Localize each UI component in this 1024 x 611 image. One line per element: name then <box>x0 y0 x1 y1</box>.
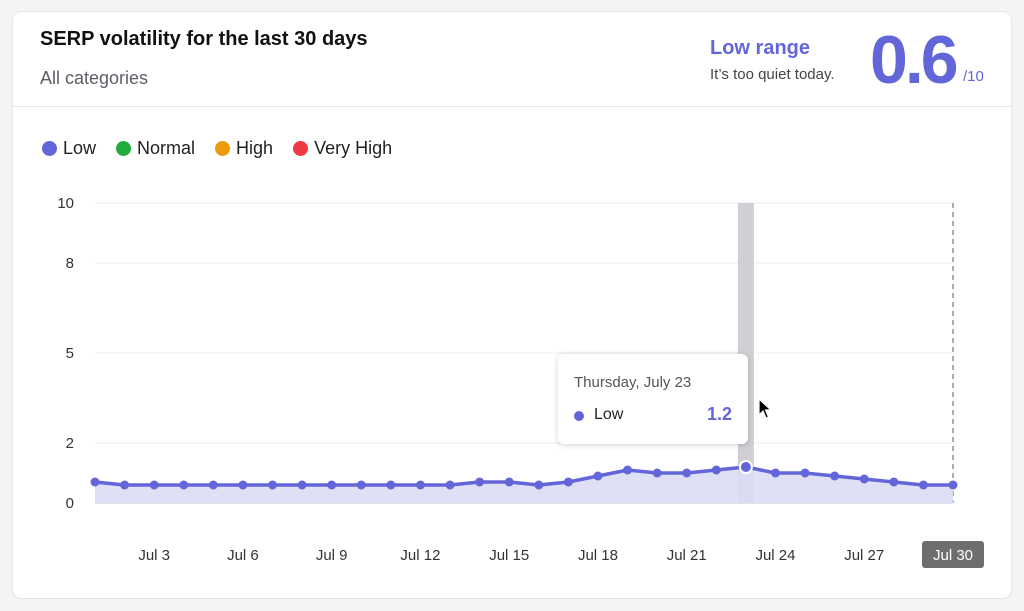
data-point-day-22 <box>711 465 721 475</box>
data-point-day-24 <box>770 468 780 478</box>
score-max: /10 <box>963 68 984 85</box>
x-tick-label-current: Jul 30 <box>933 547 973 564</box>
data-point-day-19 <box>623 465 633 475</box>
data-point-day-13 <box>445 480 455 490</box>
data-point-day-4 <box>179 480 189 490</box>
x-tick-label: Jul 27 <box>844 547 884 564</box>
y-tick-label-5: 5 <box>66 345 74 362</box>
y-tick-label-10: 10 <box>57 195 74 212</box>
x-tick-label: Jul 3 <box>138 547 170 564</box>
data-point-day-11 <box>386 480 396 490</box>
volatility-card: SERP volatility for the last 30 days All… <box>13 12 1011 598</box>
data-point-day-27 <box>859 474 869 484</box>
x-tick-label: Jul 6 <box>227 547 259 564</box>
data-point-day-18 <box>593 471 603 481</box>
category-selector[interactable]: All categories <box>40 68 149 88</box>
mouse-pointer-icon <box>758 398 772 419</box>
hover-highlight-band <box>737 203 754 503</box>
data-point-day-10 <box>356 480 366 490</box>
data-point-day-25 <box>800 468 810 478</box>
data-point-day-6 <box>238 480 248 490</box>
x-tick-current-badge <box>922 541 984 568</box>
data-point-day-12 <box>415 480 425 490</box>
legend-label-very-high: Very High <box>314 138 393 158</box>
data-point-day-1 <box>90 477 100 487</box>
legend-dot-low <box>42 141 57 156</box>
y-tick-label-2: 2 <box>66 435 74 452</box>
data-point-day-28 <box>889 477 899 487</box>
legend-item-low[interactable]: Low <box>42 138 96 159</box>
data-point-day-29 <box>918 480 928 490</box>
legend-dot-high <box>215 141 231 156</box>
data-point-day-9 <box>327 480 337 490</box>
y-tick-label-0: 0 <box>66 495 74 512</box>
tooltip-date: Thursday, July 23 <box>574 374 692 391</box>
data-point-day-15 <box>504 477 514 487</box>
legend-item-very-high[interactable]: Very High <box>293 138 392 159</box>
x-tick-label: Jul 21 <box>667 547 707 564</box>
x-tick-label: Jul 18 <box>578 547 618 564</box>
data-point-day-20 <box>652 468 662 478</box>
data-point-day-7 <box>268 480 278 490</box>
data-point-day-2 <box>120 480 130 490</box>
volatility-score: 0.6 <box>870 22 959 98</box>
x-tick-label: Jul 15 <box>489 547 529 564</box>
series-line-low <box>94 465 953 487</box>
tooltip-value: 1.2 <box>706 404 732 424</box>
data-point-day-26 <box>830 471 840 481</box>
chart-legend: Low Normal High Very High <box>42 138 392 159</box>
card-header: SERP volatility for the last 30 days All… <box>13 12 1011 107</box>
data-point-day-3 <box>149 480 159 490</box>
legend-item-normal[interactable]: Normal <box>116 138 195 159</box>
x-tick-label: Jul 24 <box>755 547 795 564</box>
range-description: It’s too quiet today. <box>710 66 835 83</box>
volatility-chart[interactable]: 0 2 5 8 10 Jul 3 Jul 6 Jul 9 Jul 12 Jul 15 Jul 18 J… <box>13 12 1011 598</box>
y-tick-label-8: 8 <box>66 255 74 272</box>
data-point-day-16 <box>534 480 544 490</box>
legend-label-high: High <box>236 138 274 158</box>
chart-tooltip: Thursday, July 23 Low 1.2 <box>558 354 748 444</box>
data-point-day-21 <box>682 468 692 478</box>
tooltip-series-label: Low <box>594 406 624 423</box>
tooltip-series-dot <box>574 411 584 421</box>
x-tick-label: Jul 9 <box>316 547 348 564</box>
data-point-day-8 <box>297 480 307 490</box>
data-point-day-23 <box>738 460 753 474</box>
legend-item-high[interactable]: High <box>215 138 273 159</box>
data-point-day-30 <box>948 480 958 490</box>
data-point-day-14 <box>475 477 485 487</box>
legend-label-low: Low <box>63 138 97 158</box>
chart-title: SERP volatility for the last 30 days <box>40 28 368 50</box>
legend-dot-normal <box>116 141 132 156</box>
x-tick-label: Jul 12 <box>400 547 440 564</box>
data-point-day-5 <box>208 480 218 490</box>
legend-label-normal: Normal <box>137 138 196 158</box>
data-point-day-17 <box>563 477 573 487</box>
range-title: Low range <box>710 37 811 59</box>
legend-dot-very-high <box>293 141 309 156</box>
